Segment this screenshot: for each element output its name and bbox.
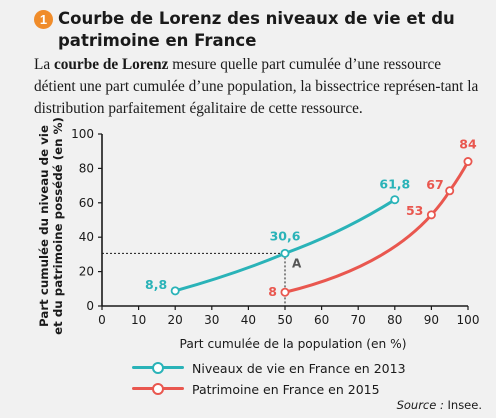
figure-number-badge: 1: [34, 10, 53, 29]
y-tick-label: 100: [71, 127, 94, 141]
intro-prefix: La: [34, 56, 54, 73]
legend-label-niveaux: Niveaux de vie en France en 2013: [192, 360, 406, 376]
source-note: Source : Insee.: [397, 398, 482, 412]
series-line-niveaux-de-vie: [173, 198, 397, 293]
intro-text: mesure quelle part cumulée d’une ressour…: [34, 56, 479, 117]
data-label-patrimoine: 8: [268, 284, 277, 299]
source-label: Source :: [396, 398, 444, 412]
legend-marker-niveaux: [152, 362, 164, 374]
chart-legend: Niveaux de vie en France en 2013 Patrimo…: [132, 358, 406, 400]
legend-marker-patrimoine: [152, 383, 164, 395]
y-tick-label: 60: [79, 196, 94, 210]
data-label-niveaux-de-vie: 8,8: [145, 277, 167, 292]
x-tick-label: 30: [204, 313, 219, 327]
data-point-niveaux-de-vie: [390, 195, 400, 205]
data-point-patrimoine: [463, 157, 473, 167]
data-label-patrimoine: 53: [406, 203, 423, 218]
x-tick-label: 80: [387, 313, 402, 327]
y-tick-label: 80: [79, 161, 94, 175]
legend-swatch-patrimoine: [132, 379, 184, 399]
y-axis-title-line1: Part cumulée du niveau de vie: [37, 125, 51, 327]
x-tick-label: 60: [314, 313, 329, 327]
legend-item-patrimoine: Patrimoine en France en 2015: [132, 379, 406, 399]
source-value: Insee.: [443, 398, 483, 412]
data-point-niveaux-de-vie: [280, 248, 290, 258]
x-tick-label: 100: [457, 313, 480, 327]
legend-label-patrimoine: Patrimoine en France en 2015: [192, 381, 380, 397]
x-tick-label: 50: [277, 313, 292, 327]
y-axis-title-line2: et du patrimoine possédé (en %): [51, 117, 65, 335]
annotation-point-a: A: [292, 256, 302, 270]
x-tick-label: 90: [424, 313, 439, 327]
data-label-niveaux-de-vie: 30,6: [270, 228, 301, 243]
x-tick-label: 10: [131, 313, 146, 327]
figure-title: Courbe de Lorenz des niveaux de vie et d…: [58, 9, 455, 50]
data-label-patrimoine: 67: [426, 177, 443, 192]
x-tick-label: 40: [241, 313, 256, 327]
data-label-patrimoine: 84: [459, 137, 477, 152]
intro-key-term: courbe de Lorenz: [53, 56, 169, 73]
y-tick-label: 20: [79, 265, 94, 279]
x-tick-label: 70: [351, 313, 366, 327]
legend-item-niveaux: Niveaux de vie en France en 2013: [132, 358, 406, 378]
data-label-niveaux-de-vie: 61,8: [379, 177, 410, 192]
legend-swatch-niveaux: [132, 358, 184, 378]
x-tick-label: 20: [168, 313, 183, 327]
data-point-patrimoine: [445, 186, 455, 196]
y-tick-label: 40: [79, 230, 94, 244]
y-tick-label: 0: [86, 299, 94, 313]
data-point-patrimoine: [280, 287, 290, 297]
x-axis-title: Part cumulée de la population (en %): [180, 337, 407, 351]
data-point-niveaux-de-vie: [170, 286, 180, 296]
intro-paragraph: La courbe de Lorenz mesure quelle part c…: [34, 54, 482, 120]
x-tick-label: 0: [98, 313, 106, 327]
data-point-patrimoine: [426, 210, 436, 220]
